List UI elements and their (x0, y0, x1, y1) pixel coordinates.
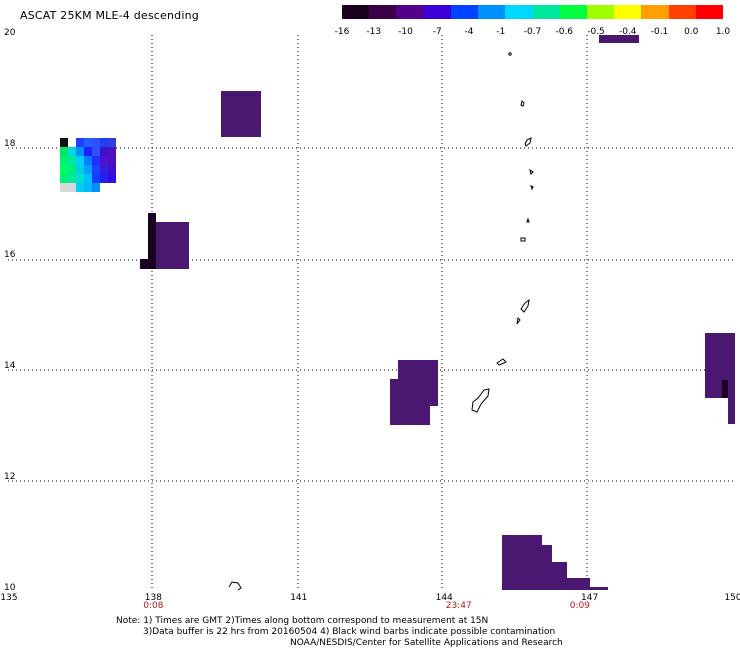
longitude-label: 135 (0, 593, 18, 603)
swath-data (140, 35, 735, 590)
latitude-label: 14 (4, 361, 16, 371)
swath-block (599, 35, 639, 43)
colorbar-swatch (695, 5, 724, 19)
colorbar-swatch (614, 5, 642, 19)
swath-block (140, 259, 148, 269)
latitude-label: 12 (4, 472, 16, 482)
note-line-1: Note: 1) Times are GMT 2)Times along bot… (116, 616, 489, 626)
swath-block (590, 587, 608, 590)
pass-time-label: 23:47 (445, 601, 472, 611)
colorbar-swatch (450, 5, 479, 19)
colorbar-label: -7 (432, 27, 442, 37)
swath-block (722, 380, 728, 398)
colorbar-label: 1.0 (715, 27, 731, 37)
latitude-label: 18 (4, 139, 16, 149)
colorbar-label: -0.6 (555, 27, 574, 37)
longitude-label: 147 (581, 593, 599, 603)
pass-time-label: 0:08 (143, 601, 164, 611)
grid-lines (8, 35, 735, 590)
colorbar-label: -1 (496, 27, 506, 37)
swath-block (390, 379, 430, 425)
colorbar-label: -0.7 (523, 27, 542, 37)
colorbar-label: -0.4 (618, 27, 637, 37)
colorbar-swatch (641, 5, 669, 19)
longitude-label: 150 (724, 593, 740, 603)
colorbar-swatch (668, 5, 696, 19)
pass-time-label: 0:09 (569, 601, 591, 611)
colorbar-swatch (342, 5, 370, 19)
wind-cluster (60, 138, 116, 192)
longitude-label: 144 (435, 593, 453, 603)
latitude-label: 10 (4, 583, 16, 593)
colorbar-swatch (559, 5, 587, 19)
colorbar-swatch (423, 5, 451, 19)
colorbar-swatch (369, 5, 397, 19)
coastlines (228, 52, 534, 591)
swath-block (542, 545, 552, 590)
colorbar-swatch (532, 5, 560, 19)
colorbar-label: -4 (464, 27, 474, 37)
colorbar-label: 0.0 (684, 27, 699, 37)
longitude-label: 138 (144, 593, 162, 603)
colorbar-label: -10 (398, 27, 413, 37)
longitude-label: 141 (290, 593, 308, 603)
colorbar-swatch (586, 5, 615, 19)
swath-block (728, 398, 735, 424)
colorbar-label: -0.1 (650, 27, 669, 37)
colorbar-label: -13 (366, 27, 382, 37)
map-title: ASCAT 25KM MLE-4 descending (20, 9, 199, 22)
colorbar-swatch (505, 5, 533, 19)
colorbar-label: -16 (334, 27, 350, 37)
colorbar-label: -0.5 (587, 27, 605, 37)
latitude-label: 20 (4, 28, 16, 38)
swath-block (156, 222, 189, 269)
swath-block (221, 91, 261, 137)
colorbar-swatch (396, 5, 424, 19)
note-line-2: 3)Data buffer is 22 hrs from 20160504 4)… (143, 627, 556, 637)
colorbar-labels: -16 -13 -10 -7 -4 -1 -0.7 -0.6 -0.5 -0.4 -0.1 0.0 1.… (330, 27, 735, 39)
note-line-3: NOAA/NESDIS/Center for Satellite Applica… (290, 638, 563, 648)
colorbar-swatch (478, 5, 506, 19)
swath-block (512, 578, 590, 590)
colorbar (342, 5, 724, 19)
latitude-label: 16 (4, 250, 16, 260)
swath-block (705, 333, 735, 398)
swath-block (148, 213, 156, 269)
